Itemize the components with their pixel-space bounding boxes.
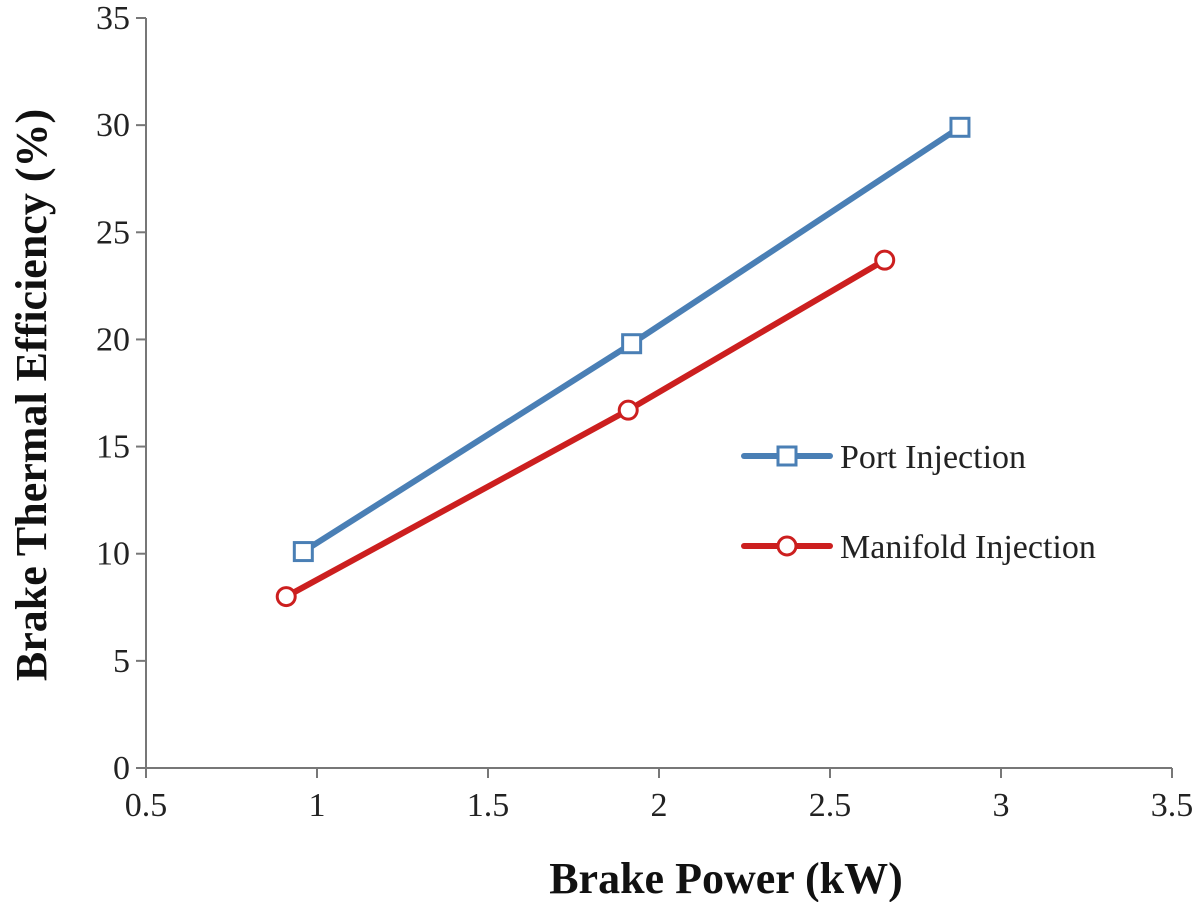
x-tick-label: 2 [651,787,668,824]
legend-swatch-marker [776,445,798,467]
x-tick-label: 1 [309,787,326,824]
legend-label: Manifold Injection [840,529,1096,566]
legend-swatch-marker [776,535,798,557]
x-tick-label: 0.5 [125,787,168,824]
y-tick-label: 5 [113,643,130,680]
legend-label: Port Injection [840,439,1026,476]
legend: Port Injection Manifold Injection [741,439,1096,566]
y-axis-title: Brake Thermal Efficiency (%) [7,109,56,681]
y-tick-label: 20 [96,321,130,358]
y-tick-label: 10 [96,536,130,573]
port-injection-series [292,116,971,563]
y-tick-label: 30 [96,107,130,144]
port-injection-point [621,333,643,355]
manifold-injection-point [617,399,639,421]
manifold-injection-series [275,249,896,608]
y-tick-label: 15 [96,429,130,466]
legend-item-manifold-injection: Manifold Injection [741,529,1096,566]
x-tick-label: 1.5 [467,787,510,824]
manifold-injection-point [874,249,896,271]
y-tick-label: 25 [96,214,130,251]
axes: 0 5 10 15 20 25 30 35 0.5 1 1.5 2 2.5 3 3.5 [96,0,1193,824]
series-layer [275,116,971,608]
port-injection-point [949,116,971,138]
y-tick-label: 0 [113,750,130,787]
port-injection-point [292,541,314,563]
x-axis-title: Brake Power (kW) [549,854,903,902]
legend-item-port-injection: Port Injection [741,439,1026,476]
x-tick-label: 2.5 [809,787,852,824]
x-tick-label: 3 [993,787,1010,824]
x-tick-label: 3.5 [1151,787,1194,824]
y-tick-label: 35 [96,0,130,37]
manifold-injection-point [275,586,297,608]
